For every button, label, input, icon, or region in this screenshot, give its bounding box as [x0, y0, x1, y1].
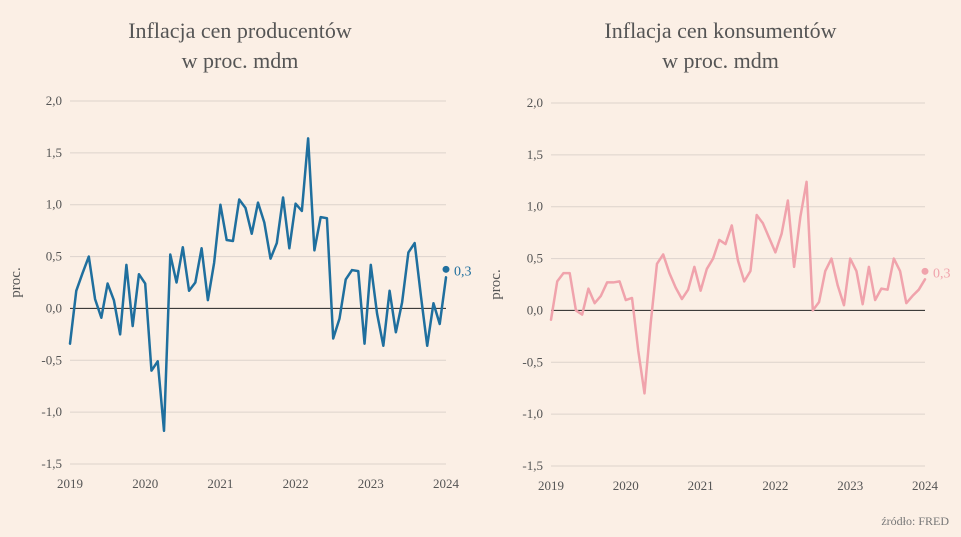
y-tick-label: 0,0: [527, 302, 543, 317]
x-tick-label: 2024: [912, 478, 939, 493]
x-tick-label: 2020: [613, 478, 639, 493]
y-tick-label: -0,5: [41, 352, 62, 367]
x-tick-label: 2023: [837, 478, 863, 493]
y-tick-label: -1,0: [522, 406, 543, 421]
chart-title: Inflacja cen producentów w proc. mdm: [0, 16, 480, 76]
producer-inflation-chart: 2,0 1,5 1,0 0,5 0,0 -0,5 -1,0 -1,5 2019 2020 2021 2…: [8, 93, 472, 491]
x-tick-label: 2020: [132, 476, 158, 491]
y-tick-label: 0,0: [46, 300, 62, 315]
x-tick-label: 2022: [762, 478, 788, 493]
y-tick-label: -1,5: [522, 458, 543, 473]
series-line: [549, 180, 927, 395]
y-tick-label: -0,5: [522, 354, 543, 369]
last-value-label: 0,3: [933, 266, 951, 281]
x-tick-label: 2019: [538, 478, 564, 493]
y-tick-label: 1,0: [46, 197, 62, 212]
y-tick-label: 1,5: [527, 147, 543, 162]
producer-inflation-panel: Inflacja cen producentów w proc. mdm 2,0…: [0, 0, 480, 537]
source-note: źródło: FRED: [881, 514, 949, 528]
consumer-inflation-panel: Inflacja cen konsumentów w proc. mdm 2,0…: [480, 0, 961, 537]
y-tick-label: 2,0: [527, 95, 543, 110]
y-tick-label: 1,0: [527, 199, 543, 214]
x-tick-label: 2023: [358, 476, 384, 491]
last-point-marker: [442, 265, 450, 273]
chart-title-line-2: w proc. mdm: [181, 48, 299, 73]
last-value-label: 0,3: [454, 264, 472, 279]
x-tick-label: 2019: [57, 476, 83, 491]
x-tick-label: 2024: [433, 476, 460, 491]
y-tick-label: -1,0: [41, 404, 62, 419]
x-tick-label: 2021: [688, 478, 714, 493]
chart-title-line-2: w proc. mdm: [662, 48, 779, 73]
x-tick-label: 2021: [207, 476, 233, 491]
series-line: [68, 137, 448, 433]
y-axis-label: proc.: [8, 267, 24, 297]
y-tick-label: 0,5: [527, 251, 543, 266]
chart-title: Inflacja cen konsumentów w proc. mdm: [480, 16, 961, 76]
chart-title-line-1: Inflacja cen producentów: [128, 18, 352, 43]
chart-title-line-1: Inflacja cen konsumentów: [604, 18, 837, 43]
y-tick-label: 1,5: [46, 145, 62, 160]
y-tick-label: -1,5: [41, 456, 62, 471]
y-axis-label: proc.: [488, 269, 504, 299]
last-point-marker: [921, 267, 929, 275]
consumer-inflation-chart: 2,0 1,5 1,0 0,5 0,0 -0,5 -1,0 -1,5 2019 2020 2021 2…: [488, 95, 951, 493]
y-tick-label: 2,0: [46, 93, 62, 108]
y-tick-label: 0,5: [46, 249, 62, 264]
x-tick-label: 2022: [283, 476, 309, 491]
